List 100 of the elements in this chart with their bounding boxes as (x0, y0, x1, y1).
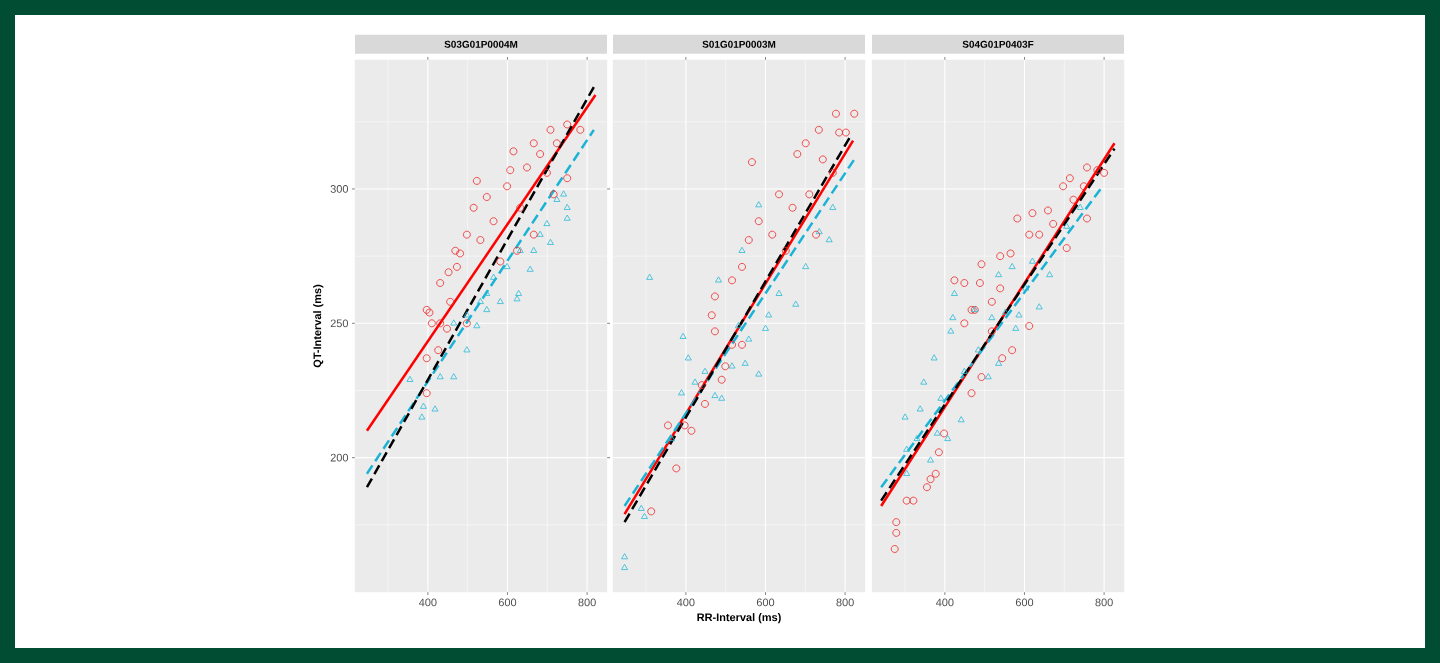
point (1069, 195, 1078, 204)
point (509, 147, 518, 156)
point (960, 319, 969, 328)
point (641, 512, 648, 519)
point (496, 257, 505, 266)
point (923, 483, 931, 492)
point (406, 375, 414, 382)
point (553, 195, 561, 202)
point (957, 416, 965, 423)
point (647, 507, 656, 516)
point (436, 319, 445, 328)
point (801, 139, 810, 148)
point (950, 276, 959, 285)
point (728, 340, 736, 349)
point (768, 230, 777, 239)
point (463, 311, 471, 318)
point (711, 391, 719, 399)
point (755, 201, 763, 208)
point (765, 311, 773, 318)
point (462, 319, 471, 328)
point (679, 332, 687, 339)
point (755, 370, 763, 377)
point (788, 203, 797, 212)
point (422, 389, 431, 398)
point (422, 354, 431, 363)
point (482, 193, 491, 201)
point (984, 373, 992, 380)
y-tick-label: 200 (330, 453, 349, 462)
point (549, 190, 558, 199)
point (717, 375, 726, 384)
point (1063, 222, 1071, 229)
point (960, 279, 969, 287)
point (950, 289, 958, 296)
point (684, 354, 692, 361)
point (842, 128, 850, 137)
point (738, 340, 746, 349)
point (1062, 244, 1071, 252)
point (728, 362, 736, 369)
point (1029, 257, 1036, 264)
point (996, 284, 1005, 293)
point (1028, 209, 1037, 218)
point (563, 120, 572, 129)
point (987, 327, 996, 336)
point (748, 158, 756, 166)
point (1044, 206, 1052, 215)
point (995, 271, 1003, 278)
x-tick-label: 600 (1015, 598, 1034, 607)
point (937, 394, 945, 401)
point (434, 346, 443, 355)
point (995, 359, 1003, 366)
point (741, 359, 749, 366)
point (443, 324, 451, 333)
point (542, 168, 551, 177)
point (775, 190, 783, 199)
point (1093, 166, 1102, 175)
point (1083, 214, 1091, 223)
point (637, 504, 645, 511)
point (996, 252, 1005, 261)
point (1022, 284, 1030, 291)
point (775, 289, 783, 296)
point (1100, 168, 1109, 177)
chart-title: S04G01P0403F (962, 40, 1034, 48)
point (691, 378, 699, 385)
point (446, 297, 455, 306)
x-tick-label: 400 (935, 598, 954, 607)
point (707, 311, 716, 320)
point (933, 429, 941, 436)
point (451, 246, 460, 255)
point (829, 203, 837, 210)
point (734, 322, 742, 329)
point (576, 125, 585, 134)
point (909, 496, 918, 505)
chart-title: S01G01P0003M (702, 40, 776, 48)
point (1015, 311, 1023, 318)
point (503, 262, 511, 270)
point (552, 139, 561, 148)
point (832, 109, 840, 118)
point (1046, 271, 1053, 278)
point (427, 319, 436, 328)
point (890, 545, 899, 553)
point (931, 469, 940, 478)
point (490, 273, 497, 280)
x-tick-label: 800 (836, 598, 854, 607)
point (496, 297, 504, 304)
point (977, 260, 986, 269)
point (672, 464, 681, 473)
point (621, 553, 628, 560)
point (1076, 203, 1084, 210)
point (728, 276, 736, 285)
point (1079, 182, 1088, 191)
point (913, 434, 921, 441)
point (744, 236, 753, 244)
x-tick-label: 400 (676, 598, 695, 607)
point (960, 367, 968, 374)
point (812, 230, 820, 239)
point (646, 273, 654, 280)
point (721, 362, 730, 371)
point (1025, 322, 1034, 330)
point (940, 429, 948, 438)
point (529, 230, 538, 239)
